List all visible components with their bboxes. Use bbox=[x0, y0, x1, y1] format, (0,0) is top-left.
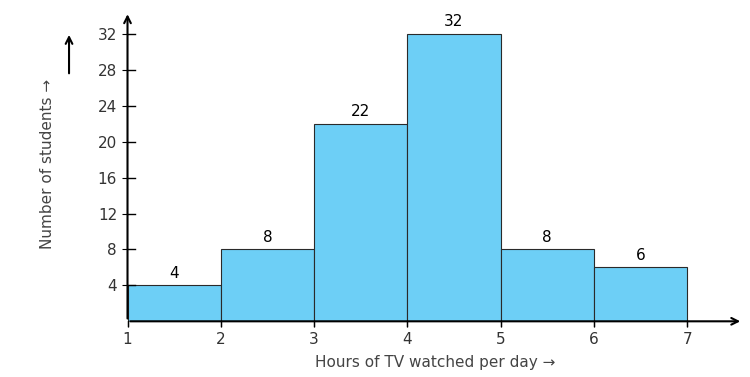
Text: 4: 4 bbox=[170, 266, 179, 281]
X-axis label: Hours of TV watched per day →: Hours of TV watched per day → bbox=[315, 355, 556, 370]
Bar bbox=[314, 124, 407, 321]
Text: 22: 22 bbox=[351, 104, 370, 119]
Text: 8: 8 bbox=[542, 230, 552, 245]
Bar bbox=[128, 285, 220, 321]
Bar bbox=[220, 250, 314, 321]
Text: 8: 8 bbox=[262, 230, 272, 245]
Bar bbox=[407, 34, 500, 321]
Text: 6: 6 bbox=[635, 248, 645, 263]
Bar bbox=[500, 250, 594, 321]
Text: 32: 32 bbox=[444, 14, 464, 29]
Text: Number of students →: Number of students → bbox=[40, 79, 55, 249]
Bar bbox=[594, 267, 687, 321]
